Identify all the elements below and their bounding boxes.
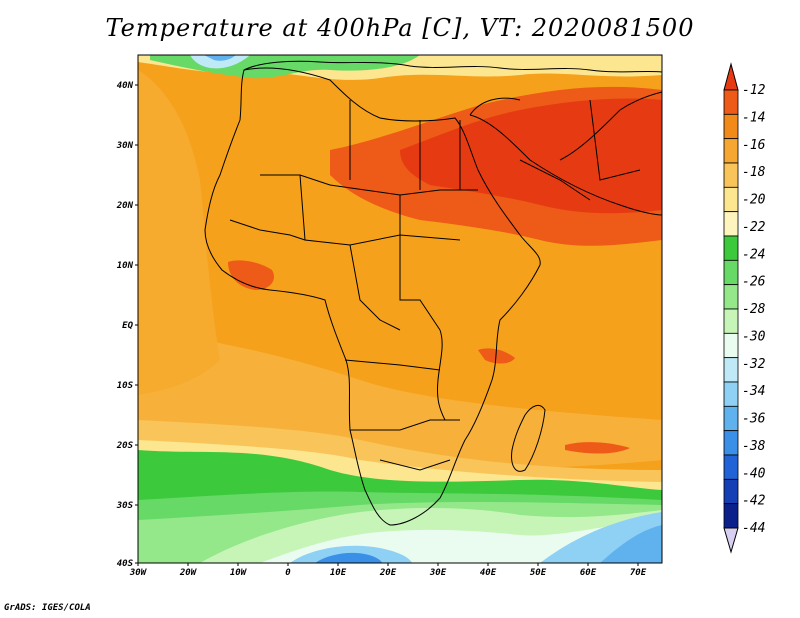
border-central <box>349 244 401 331</box>
border-congo <box>344 359 441 371</box>
field-madagascar-hot <box>565 442 630 454</box>
field-band-36 <box>600 525 662 563</box>
lat-tick-label: 20S <box>116 441 134 451</box>
colorbar-swatch <box>723 405 739 432</box>
lon-tick-label: 50E <box>530 568 547 578</box>
field-westafrica-hot <box>228 260 275 290</box>
colorbar-swatch <box>723 332 739 359</box>
field-north-34 <box>204 55 236 61</box>
iran-coast <box>559 91 662 161</box>
field-west-16 <box>138 70 220 395</box>
colorbar-swatch <box>723 503 739 529</box>
colorbar-swatch <box>723 162 739 188</box>
africa-coastline <box>204 67 541 526</box>
colorbar-swatch <box>723 138 739 164</box>
colorbar-label: -36 <box>742 412 766 427</box>
colorbar-swatch <box>723 308 739 334</box>
lat-tick-label: 40S <box>117 559 134 569</box>
colorbar-label: -30 <box>742 329 766 344</box>
colorbar-swatch <box>723 478 739 505</box>
border-westafrica <box>229 219 306 241</box>
lon-tick-label: 10E <box>330 568 347 578</box>
border-middle-east <box>519 99 641 201</box>
lat-tick-label: EQ <box>122 321 133 331</box>
mediterranean-north <box>243 60 662 73</box>
lon-tick-label: 60E <box>580 568 597 578</box>
lon-tick-label: 30W <box>129 568 148 578</box>
lon-tick-label: 70E <box>630 568 647 578</box>
lon-tick-label: 10W <box>230 568 248 578</box>
colorbar-label: -44 <box>742 521 765 536</box>
colorbar-label: -28 <box>742 302 766 317</box>
colorbar-label: -40 <box>742 466 766 481</box>
colorbar-bottom-arrow <box>723 527 739 554</box>
colorbar-label: -26 <box>742 275 766 290</box>
colorbar-top-arrow <box>723 62 739 91</box>
latitude-axis: 40N 30N 20N 10N EQ 10S 20S 30S 40S <box>116 81 138 569</box>
lat-tick-label: 20N <box>116 201 134 211</box>
colorbar-label: -20 <box>742 193 766 208</box>
colorbar-label: -12 <box>742 83 766 98</box>
colorbar-label: -22 <box>742 220 766 235</box>
colorbar-swatch <box>723 89 739 115</box>
colorbar-swatch <box>723 430 739 456</box>
longitude-axis: 30W 20W 10W 0 10E 20E 30E 40E 50E 60E 70E <box>129 563 647 578</box>
field-cold-core <box>315 552 382 563</box>
colorbar-label: -14 <box>742 110 765 125</box>
colorbar-swatch <box>723 235 739 261</box>
lon-tick-label: 0 <box>285 568 291 578</box>
field-eastafrica-hot <box>478 348 515 364</box>
colorbar-swatch <box>723 186 739 213</box>
border-sudan <box>399 195 441 331</box>
colorbar-swatch <box>723 113 739 140</box>
colorbar-swatch <box>723 381 739 407</box>
field-north-30 <box>190 55 250 69</box>
colorbar-swatch <box>723 357 739 383</box>
colorbar-label: -24 <box>742 247 765 262</box>
colorbar-swatch <box>723 259 739 286</box>
colorbar-label: -42 <box>742 494 766 509</box>
field-hot-12 <box>400 98 662 214</box>
colorbar: -12 -14 -16 -18 -20 -22 -24 -26 -28 -30 -32 -34 -36 -… <box>723 62 766 554</box>
lon-tick-label: 20E <box>379 568 397 578</box>
lakes-rift <box>437 329 446 421</box>
map-frame <box>137 54 663 564</box>
colorbar-label: -34 <box>742 384 765 399</box>
lat-tick-label: 10N <box>117 261 134 271</box>
arabia-coastline <box>469 97 662 216</box>
colorbar-swatch <box>723 454 739 480</box>
chart-title: Temperature at 400hPa [C], VT: 202008150… <box>105 14 695 42</box>
coastlines <box>204 60 662 526</box>
temperature-field <box>138 55 662 563</box>
footer-credit: GrADS: IGES/COLA <box>4 603 91 613</box>
lat-tick-label: 30N <box>116 141 134 151</box>
colorbar-swatch <box>723 284 739 310</box>
colorbar-swatch <box>723 211 739 237</box>
colorbar-label: -32 <box>742 357 766 372</box>
lon-tick-label: 40E <box>480 568 497 578</box>
lon-tick-label: 20W <box>179 568 198 578</box>
colorbar-label: -16 <box>742 138 766 153</box>
colorbar-label: -38 <box>742 439 766 454</box>
lat-tick-label: 10S <box>117 381 134 391</box>
lon-tick-label: 30E <box>429 568 447 578</box>
border-north-africa <box>349 100 461 190</box>
lat-tick-label: 30S <box>116 501 134 511</box>
colorbar-label: -18 <box>742 165 766 180</box>
border-southafrica <box>379 459 451 471</box>
lat-tick-label: 40N <box>117 81 134 91</box>
madagascar-outline <box>511 404 546 472</box>
